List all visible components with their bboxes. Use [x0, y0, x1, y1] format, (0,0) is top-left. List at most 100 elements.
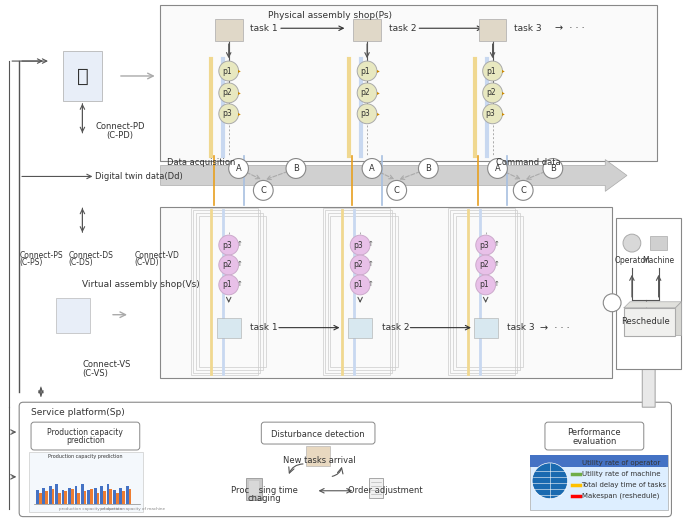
Bar — [107, 484, 110, 504]
Bar — [215, 19, 242, 41]
Circle shape — [351, 255, 370, 275]
Bar — [196, 213, 264, 370]
Bar — [68, 488, 71, 504]
Text: Processing time: Processing time — [231, 486, 297, 495]
Text: Connect-DS: Connect-DS — [68, 251, 113, 259]
Bar — [77, 493, 80, 504]
Text: p2: p2 — [486, 89, 495, 97]
Bar — [103, 491, 106, 504]
Text: (C-PD): (C-PD) — [106, 131, 133, 140]
FancyBboxPatch shape — [545, 422, 644, 450]
Bar — [88, 490, 90, 504]
Text: ▸: ▸ — [502, 69, 505, 73]
Circle shape — [228, 158, 248, 178]
Text: C: C — [520, 186, 526, 195]
Text: ↑: ↑ — [237, 281, 242, 287]
Text: ↑: ↑ — [368, 241, 374, 247]
Bar — [353, 19, 381, 41]
Circle shape — [219, 83, 239, 103]
FancyBboxPatch shape — [262, 422, 375, 444]
Text: Digital twin data(Dd): Digital twin data(Dd) — [95, 172, 183, 181]
Text: Connect-PS: Connect-PS — [19, 251, 63, 259]
Text: p3: p3 — [486, 109, 495, 118]
Text: Reschedule: Reschedule — [622, 317, 670, 326]
Text: prediction: prediction — [66, 436, 105, 444]
Circle shape — [362, 158, 382, 178]
Text: Performance: Performance — [568, 428, 621, 437]
Text: 🔧: 🔧 — [77, 67, 88, 85]
Bar — [217, 318, 241, 338]
Circle shape — [351, 275, 370, 295]
Text: A: A — [236, 164, 241, 173]
Text: ▸: ▸ — [238, 69, 241, 73]
Text: Connect-VD: Connect-VD — [135, 251, 179, 259]
Circle shape — [387, 180, 406, 200]
Text: ▸: ▸ — [377, 111, 380, 116]
Text: Command data: Command data — [495, 158, 560, 167]
Circle shape — [476, 235, 495, 255]
Circle shape — [219, 61, 239, 81]
Text: Service platform(Sp): Service platform(Sp) — [31, 408, 125, 417]
Circle shape — [286, 158, 306, 178]
Text: Physical assembly shop(Ps): Physical assembly shop(Ps) — [268, 11, 392, 20]
Text: p2: p2 — [222, 89, 232, 97]
Text: (C-PS): (C-PS) — [19, 258, 43, 267]
Text: Connect-VS: Connect-VS — [82, 360, 131, 369]
Bar — [64, 491, 67, 504]
Text: B: B — [426, 164, 431, 173]
Text: p2: p2 — [353, 260, 363, 269]
Text: task 3: task 3 — [507, 323, 535, 332]
Text: task 3: task 3 — [514, 24, 542, 33]
Text: task 2: task 2 — [382, 323, 409, 332]
Circle shape — [219, 255, 239, 275]
Bar — [323, 208, 390, 376]
Circle shape — [483, 104, 502, 123]
Text: B: B — [293, 164, 299, 173]
Bar — [126, 486, 128, 504]
Bar — [199, 216, 266, 367]
Text: p1: p1 — [222, 280, 232, 289]
Text: ▸: ▸ — [502, 111, 505, 116]
Bar — [448, 208, 515, 376]
Text: p1: p1 — [360, 67, 370, 76]
Bar — [193, 210, 260, 374]
Text: evaluation: evaluation — [572, 437, 617, 445]
Text: Makespan (reshedule): Makespan (reshedule) — [582, 492, 659, 499]
Bar — [479, 19, 506, 41]
Text: task 2: task 2 — [388, 24, 416, 33]
Bar — [100, 486, 103, 504]
Bar — [58, 493, 61, 504]
Text: task 1: task 1 — [250, 323, 278, 332]
Text: ↑: ↑ — [368, 261, 374, 267]
FancyBboxPatch shape — [19, 402, 671, 517]
Bar — [29, 452, 143, 512]
Bar — [306, 446, 331, 466]
Bar — [49, 486, 52, 504]
Bar — [246, 478, 262, 500]
Text: Utility rate of machine: Utility rate of machine — [582, 471, 660, 477]
Bar — [324, 210, 392, 374]
Bar — [122, 491, 125, 504]
Text: New tasks arrival: New tasks arrival — [284, 456, 356, 465]
Circle shape — [219, 235, 239, 255]
Text: ↑: ↑ — [493, 241, 500, 247]
Text: (C-VS): (C-VS) — [82, 369, 108, 378]
Circle shape — [483, 83, 502, 103]
Circle shape — [253, 180, 273, 200]
Bar — [250, 481, 259, 495]
Text: p1: p1 — [486, 67, 495, 76]
Circle shape — [351, 235, 370, 255]
Text: Order adjustment: Order adjustment — [348, 486, 422, 495]
Bar — [55, 484, 58, 504]
Text: production capacity of operator: production capacity of operator — [59, 506, 124, 511]
Bar — [159, 207, 612, 378]
Text: →  · · ·: → · · · — [540, 322, 570, 332]
Bar — [650, 236, 667, 250]
Text: production capacity of machine: production capacity of machine — [100, 506, 165, 511]
Bar — [36, 490, 39, 504]
Bar — [61, 490, 64, 504]
Text: Machine: Machine — [642, 255, 675, 265]
Text: p3: p3 — [479, 241, 489, 250]
Circle shape — [418, 158, 438, 178]
Text: Total delay time of tasks: Total delay time of tasks — [582, 482, 667, 488]
